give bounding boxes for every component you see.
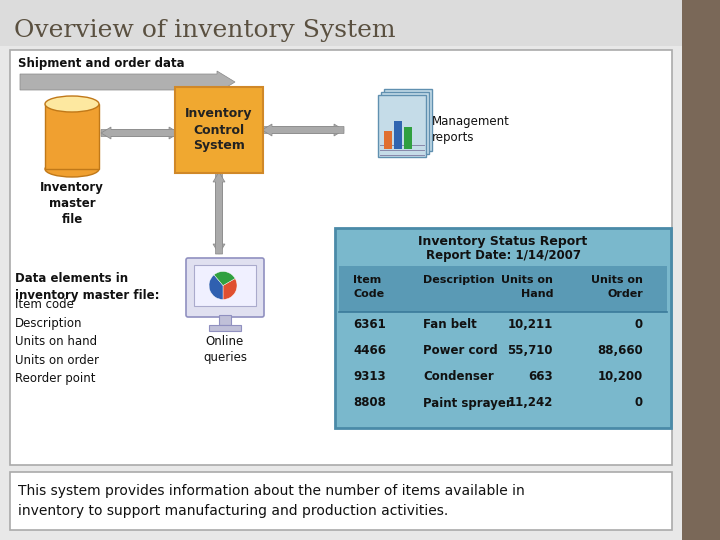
FancyBboxPatch shape (186, 258, 264, 317)
Text: This system provides information about the number of items available in
inventor: This system provides information about t… (18, 484, 525, 518)
Wedge shape (223, 279, 237, 300)
FancyBboxPatch shape (682, 0, 720, 540)
Text: Fan belt: Fan belt (423, 319, 477, 332)
FancyBboxPatch shape (339, 266, 667, 312)
FancyBboxPatch shape (404, 127, 412, 149)
Text: Units on: Units on (591, 275, 643, 285)
Text: Overview of inventory System: Overview of inventory System (14, 18, 395, 42)
Text: Code: Code (353, 289, 384, 299)
FancyBboxPatch shape (378, 95, 426, 157)
Text: Report Date: 1/14/2007: Report Date: 1/14/2007 (426, 249, 580, 262)
Text: Inventory
master
file: Inventory master file (40, 181, 104, 226)
Text: 0: 0 (635, 396, 643, 409)
FancyBboxPatch shape (45, 104, 99, 169)
Wedge shape (209, 275, 223, 300)
Text: Order: Order (607, 289, 643, 299)
Text: Data elements in
inventory master file:: Data elements in inventory master file: (15, 272, 160, 302)
Text: Inventory Status Report: Inventory Status Report (418, 235, 588, 248)
FancyArrow shape (101, 127, 179, 139)
Text: Item: Item (353, 275, 382, 285)
Text: 0: 0 (635, 319, 643, 332)
Text: Units on: Units on (501, 275, 553, 285)
Ellipse shape (45, 96, 99, 112)
Text: Inventory
Control
System: Inventory Control System (185, 107, 253, 152)
Text: Condenser: Condenser (423, 370, 494, 383)
FancyBboxPatch shape (335, 228, 671, 428)
Text: Power cord: Power cord (423, 345, 498, 357)
Text: 10,211: 10,211 (508, 319, 553, 332)
FancyArrow shape (20, 71, 235, 93)
FancyArrow shape (101, 127, 179, 139)
Text: Paint sprayer: Paint sprayer (423, 396, 512, 409)
FancyBboxPatch shape (381, 92, 429, 154)
Text: 9313: 9313 (353, 370, 386, 383)
Text: Management
reports: Management reports (432, 116, 510, 145)
FancyArrow shape (262, 124, 344, 136)
FancyBboxPatch shape (10, 472, 672, 530)
FancyArrow shape (262, 124, 344, 136)
FancyBboxPatch shape (384, 89, 432, 151)
Text: 8808: 8808 (353, 396, 386, 409)
FancyBboxPatch shape (194, 265, 256, 306)
FancyBboxPatch shape (219, 315, 231, 325)
Text: Hand: Hand (521, 289, 553, 299)
Text: 11,242: 11,242 (508, 396, 553, 409)
FancyBboxPatch shape (175, 87, 263, 173)
Text: 4466: 4466 (353, 345, 386, 357)
FancyBboxPatch shape (394, 121, 402, 149)
FancyArrow shape (213, 172, 225, 254)
Text: 88,660: 88,660 (598, 345, 643, 357)
FancyBboxPatch shape (209, 325, 241, 331)
Text: Online
queries: Online queries (203, 335, 247, 364)
FancyBboxPatch shape (384, 131, 392, 149)
Wedge shape (214, 272, 235, 286)
Text: Description: Description (423, 275, 495, 285)
FancyBboxPatch shape (0, 0, 682, 46)
Text: 10,200: 10,200 (598, 370, 643, 383)
FancyBboxPatch shape (10, 50, 672, 465)
Text: 55,710: 55,710 (508, 345, 553, 357)
Text: 6361: 6361 (353, 319, 386, 332)
Text: 663: 663 (528, 370, 553, 383)
Ellipse shape (45, 161, 99, 177)
Text: Shipment and order data: Shipment and order data (18, 57, 184, 71)
Text: Item code
Description
Units on hand
Units on order
Reorder point: Item code Description Units on hand Unit… (15, 298, 99, 385)
FancyArrow shape (213, 172, 225, 254)
